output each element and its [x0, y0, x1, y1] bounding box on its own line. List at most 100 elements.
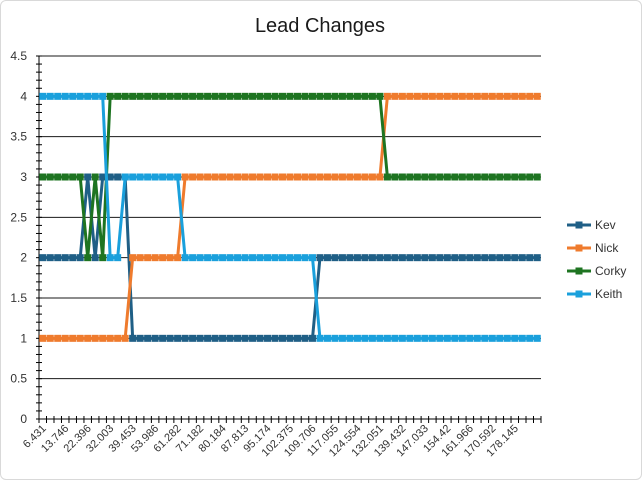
data-point: [129, 254, 137, 262]
data-point: [159, 334, 167, 342]
data-point: [204, 92, 212, 100]
data-point: [361, 254, 369, 262]
data-point: [466, 173, 474, 181]
data-point: [196, 173, 204, 181]
data-point: [488, 334, 496, 342]
data-point: [234, 334, 242, 342]
data-point: [443, 334, 451, 342]
data-point: [308, 334, 316, 342]
data-point: [451, 92, 459, 100]
data-point: [196, 334, 204, 342]
data-point: [323, 334, 331, 342]
data-point: [256, 334, 264, 342]
data-point: [368, 92, 376, 100]
y-tick-label: 4: [20, 89, 27, 103]
data-point: [376, 254, 384, 262]
data-point: [54, 92, 62, 100]
data-point: [271, 334, 279, 342]
data-point: [413, 254, 421, 262]
data-point: [264, 254, 272, 262]
data-point: [114, 334, 122, 342]
series-nick: [39, 92, 541, 342]
data-point: [443, 92, 451, 100]
data-point: [189, 173, 197, 181]
data-point: [219, 92, 227, 100]
data-point: [271, 173, 279, 181]
data-point: [428, 334, 436, 342]
data-point: [421, 92, 429, 100]
data-point: [353, 173, 361, 181]
data-point: [323, 254, 331, 262]
data-point: [511, 173, 519, 181]
data-point: [383, 254, 391, 262]
legend-item-keith: Keith: [567, 287, 622, 301]
data-point: [279, 334, 287, 342]
data-point: [196, 92, 204, 100]
data-point: [159, 254, 167, 262]
data-point: [151, 334, 159, 342]
data-point: [443, 254, 451, 262]
data-point: [473, 334, 481, 342]
data-point: [151, 254, 159, 262]
data-point: [488, 173, 496, 181]
data-point: [293, 173, 301, 181]
data-point: [114, 173, 122, 181]
data-point: [54, 173, 62, 181]
data-point: [144, 254, 152, 262]
data-point: [503, 334, 511, 342]
data-point: [136, 92, 144, 100]
data-point: [189, 254, 197, 262]
data-point: [533, 92, 541, 100]
data-point: [204, 254, 212, 262]
data-point: [174, 334, 182, 342]
data-point: [533, 173, 541, 181]
data-point: [331, 92, 339, 100]
data-point: [136, 334, 144, 342]
data-point: [241, 173, 249, 181]
data-point: [338, 254, 346, 262]
data-point: [76, 173, 84, 181]
data-point: [46, 173, 54, 181]
data-point: [211, 254, 219, 262]
data-point: [219, 334, 227, 342]
data-point: [391, 173, 399, 181]
data-point: [533, 254, 541, 262]
data-point: [144, 173, 152, 181]
data-point: [518, 334, 526, 342]
data-point: [106, 92, 114, 100]
data-point: [61, 92, 69, 100]
data-point: [286, 254, 294, 262]
data-point: [346, 173, 354, 181]
data-point: [316, 334, 324, 342]
data-point: [241, 92, 249, 100]
data-point: [181, 173, 189, 181]
data-point: [496, 173, 504, 181]
data-point: [211, 92, 219, 100]
data-point: [331, 334, 339, 342]
data-point: [488, 254, 496, 262]
data-point: [181, 92, 189, 100]
data-point: [436, 254, 444, 262]
data-point: [526, 334, 534, 342]
data-point: [189, 92, 197, 100]
y-tick-label: 3.5: [10, 130, 27, 144]
y-tick-label: 0: [20, 412, 27, 426]
data-point: [323, 92, 331, 100]
data-point: [136, 173, 144, 181]
data-point: [458, 334, 466, 342]
data-point: [151, 173, 159, 181]
data-point: [61, 173, 69, 181]
data-point: [406, 173, 414, 181]
data-point: [69, 254, 77, 262]
data-point: [91, 334, 99, 342]
data-point: [159, 92, 167, 100]
data-point: [166, 334, 174, 342]
data-point: [286, 173, 294, 181]
data-point: [234, 254, 242, 262]
data-point: [219, 173, 227, 181]
data-point: [331, 173, 339, 181]
data-point: [526, 173, 534, 181]
legend-swatch-marker: [575, 221, 583, 229]
